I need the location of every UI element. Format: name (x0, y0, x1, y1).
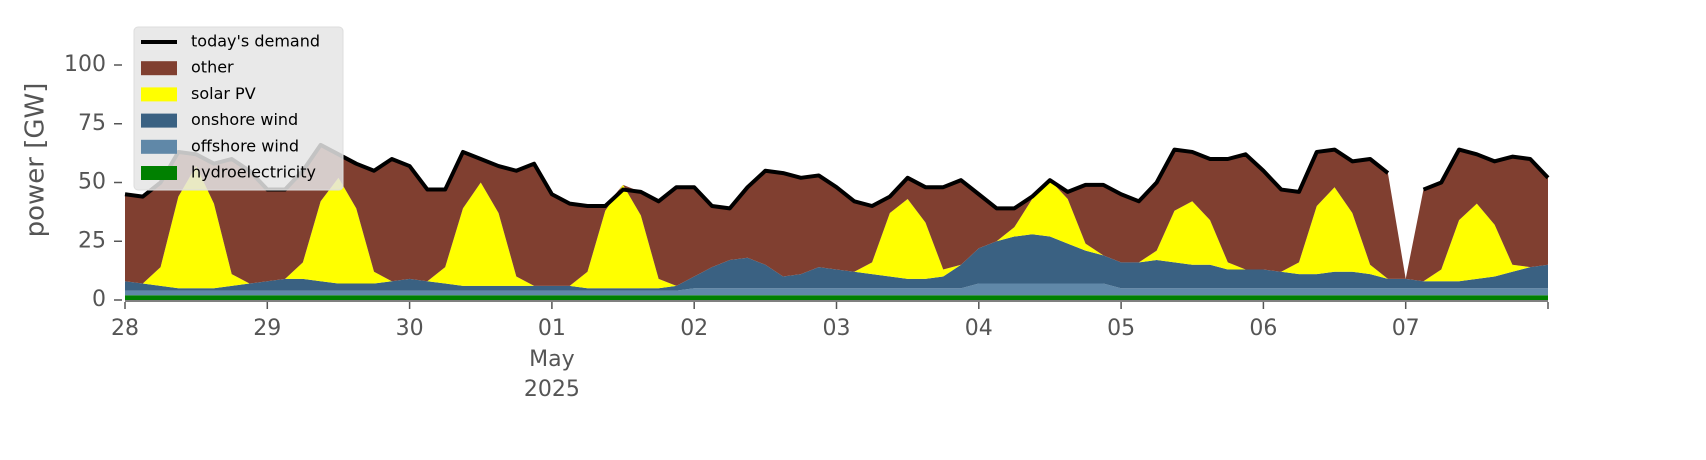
area (125, 295, 1548, 300)
y-tick-label: 25 (78, 228, 106, 253)
area (125, 283, 1548, 296)
legend-patch (141, 139, 177, 154)
x-tick-label: 07 (1392, 316, 1420, 341)
legend-patch (141, 87, 177, 102)
legend-label: offshore wind (191, 136, 299, 155)
x-tick-label: 29 (253, 316, 281, 341)
x-tick-label: 05 (1107, 316, 1135, 341)
y-tick-label: 75 (78, 111, 106, 136)
y-tick-label: 50 (78, 170, 106, 195)
x-tick-year: 2025 (524, 377, 580, 402)
legend: today's demand other solar PV onshore wind o… (133, 26, 344, 191)
legend-label: today's demand (191, 32, 320, 51)
x-tick-label: 02 (680, 316, 708, 341)
legend-patch (141, 166, 177, 180)
x-tick-label: 30 (396, 316, 424, 341)
legend-label: solar PV (191, 84, 256, 103)
legend-patch (141, 113, 177, 128)
x-tick-label: 06 (1249, 316, 1277, 341)
area (125, 234, 1548, 291)
area (125, 144, 1548, 286)
legend-label: other (191, 58, 234, 77)
x-tick-label: 04 (965, 316, 993, 341)
x-tick-label: 01 (538, 316, 566, 341)
y-tick-label: 0 (92, 287, 106, 312)
area (125, 166, 1548, 289)
x-tick-month: May (529, 347, 574, 372)
legend-label: hydroelectricity (191, 163, 316, 182)
x-tick-label: 03 (823, 316, 851, 341)
legend-box (133, 26, 344, 191)
x-tick-label: 28 (111, 316, 139, 341)
legend-label: onshore wind (191, 110, 298, 129)
y-tick-label: 100 (64, 52, 106, 77)
y-axis-label: power [GW] (21, 83, 51, 238)
legend-patch (141, 61, 177, 76)
